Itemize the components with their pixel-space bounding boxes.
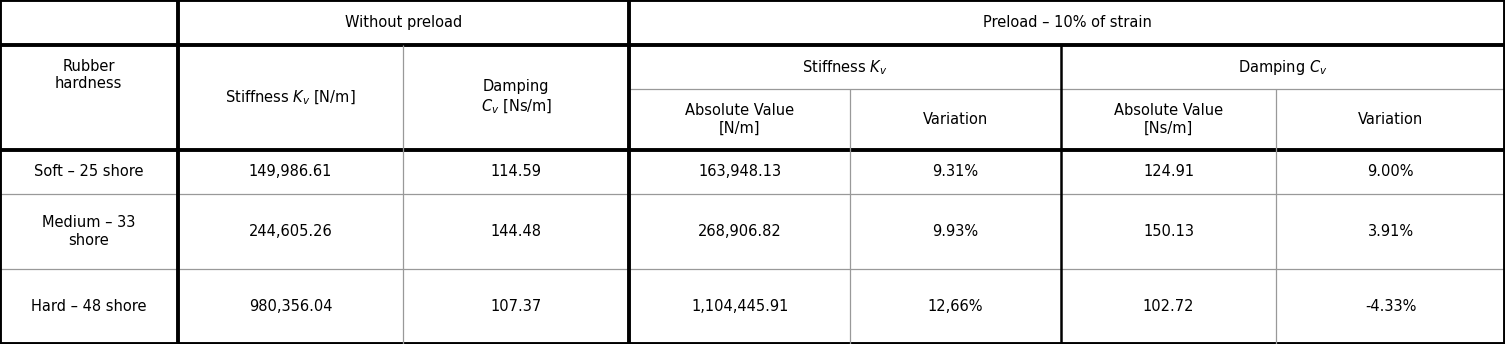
- Text: Variation: Variation: [1358, 112, 1424, 127]
- Text: -4.33%: -4.33%: [1365, 299, 1416, 314]
- Text: Damping
$C_v$ [Ns/m]: Damping $C_v$ [Ns/m]: [480, 79, 552, 116]
- Text: Without preload: Without preload: [345, 15, 462, 30]
- Text: 124.91: 124.91: [1144, 164, 1193, 180]
- Text: Absolute Value
[Ns/m]: Absolute Value [Ns/m]: [1114, 103, 1224, 136]
- Text: 1,104,445.91: 1,104,445.91: [691, 299, 789, 314]
- Text: Stiffness $K_v$: Stiffness $K_v$: [802, 58, 888, 77]
- Text: 114.59: 114.59: [491, 164, 542, 180]
- Text: 244,605.26: 244,605.26: [248, 224, 333, 239]
- Text: 980,356.04: 980,356.04: [248, 299, 333, 314]
- Text: Variation: Variation: [923, 112, 989, 127]
- Text: 12,66%: 12,66%: [929, 299, 983, 314]
- Text: Absolute Value
[N/m]: Absolute Value [N/m]: [685, 103, 795, 136]
- Text: 150.13: 150.13: [1144, 224, 1193, 239]
- Text: 9.93%: 9.93%: [933, 224, 978, 239]
- Text: Damping $C_v$: Damping $C_v$: [1239, 58, 1327, 77]
- Text: 9.31%: 9.31%: [933, 164, 978, 180]
- Text: 102.72: 102.72: [1142, 299, 1195, 314]
- Text: Preload – 10% of strain: Preload – 10% of strain: [983, 15, 1151, 30]
- Text: 3.91%: 3.91%: [1368, 224, 1413, 239]
- Text: Soft – 25 shore: Soft – 25 shore: [35, 164, 143, 180]
- Text: Stiffness $K_v$ [N/m]: Stiffness $K_v$ [N/m]: [226, 88, 355, 107]
- Text: 9.00%: 9.00%: [1368, 164, 1413, 180]
- Text: Medium – 33
shore: Medium – 33 shore: [42, 215, 135, 248]
- Text: Hard – 48 shore: Hard – 48 shore: [32, 299, 146, 314]
- Text: 163,948.13: 163,948.13: [698, 164, 781, 180]
- Text: Rubber
hardness: Rubber hardness: [56, 58, 122, 91]
- Text: 107.37: 107.37: [491, 299, 542, 314]
- Text: 149,986.61: 149,986.61: [248, 164, 333, 180]
- Text: 268,906.82: 268,906.82: [698, 224, 781, 239]
- Text: 144.48: 144.48: [491, 224, 542, 239]
